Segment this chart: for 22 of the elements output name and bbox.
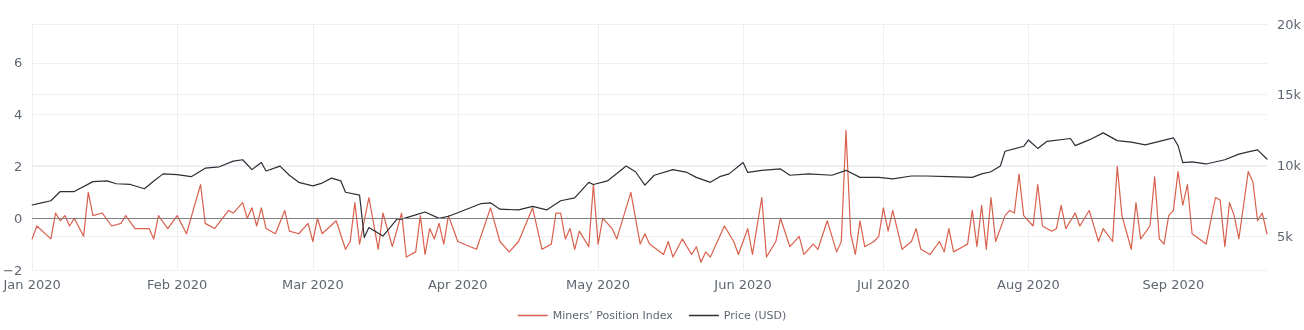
line-series xyxy=(31,132,1268,239)
legend-label: Miners’ Position Index xyxy=(552,309,674,322)
y2-tick-label: 15k xyxy=(1276,87,1302,103)
y2-tick-label: 5k xyxy=(1276,228,1294,244)
y-tick-label: −2 xyxy=(2,262,23,278)
legend-label: Price (USD) xyxy=(723,309,787,322)
x-tick-label: Feb 2020 xyxy=(147,277,208,292)
y-tick-label: 0 xyxy=(13,210,23,226)
y2-tick-label: 10k xyxy=(1276,157,1302,173)
x-tick-label: Aug 2020 xyxy=(997,277,1060,292)
x-tick-label: Jan 2020 xyxy=(2,277,61,292)
x-tick-label: May 2020 xyxy=(566,277,631,292)
x-tick-label: Jul 2020 xyxy=(855,277,910,292)
y-tick-label: 4 xyxy=(13,107,23,123)
line-series xyxy=(31,129,1268,263)
y-tick-label: 6 xyxy=(13,55,23,71)
x-tick-label: Apr 2020 xyxy=(427,277,488,292)
x-tick-label: Mar 2020 xyxy=(281,277,344,292)
y2-tick-label: 20k xyxy=(1276,16,1302,32)
y-tick-label: 2 xyxy=(13,158,23,174)
x-tick-label: Sep 2020 xyxy=(1142,277,1205,292)
x-tick-label: Jun 2020 xyxy=(713,277,772,292)
